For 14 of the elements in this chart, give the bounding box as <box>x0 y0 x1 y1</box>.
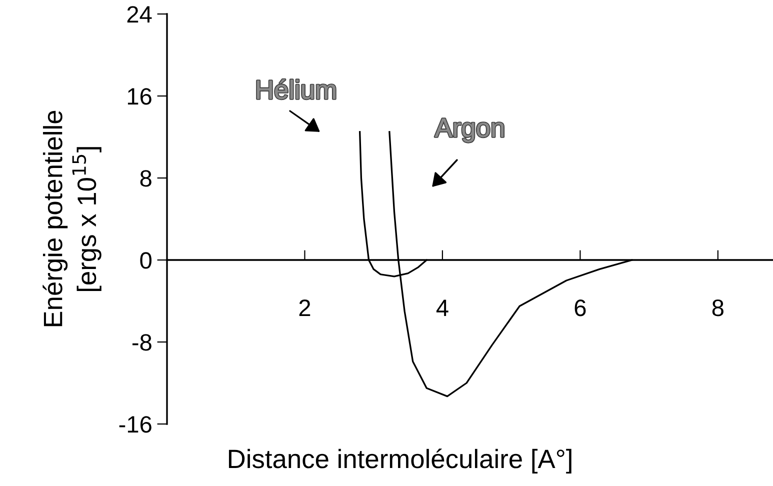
y-tick-label: 8 <box>140 170 152 187</box>
annotation: Argon <box>434 118 504 142</box>
x-tick-label: 4 <box>436 300 448 316</box>
y-axis-title: Enérgie potentielle [ergs x 10$^{15}$] <box>42 110 102 326</box>
y-tick-label: 24 <box>127 6 152 23</box>
x-tick-label: 2 <box>299 300 310 316</box>
y-tick-label: 0 <box>140 252 152 269</box>
y-tick-label: 16 <box>128 88 152 105</box>
y-tick-label: -16 <box>119 416 152 433</box>
x-tick-label: 8 <box>712 300 724 316</box>
y-tick-label: -8 <box>132 334 152 351</box>
x-tick-label: 6 <box>574 300 586 316</box>
annotation: Hélium <box>257 79 336 100</box>
x-axis-title: Distance intermoléculaire [A°] <box>228 448 572 474</box>
